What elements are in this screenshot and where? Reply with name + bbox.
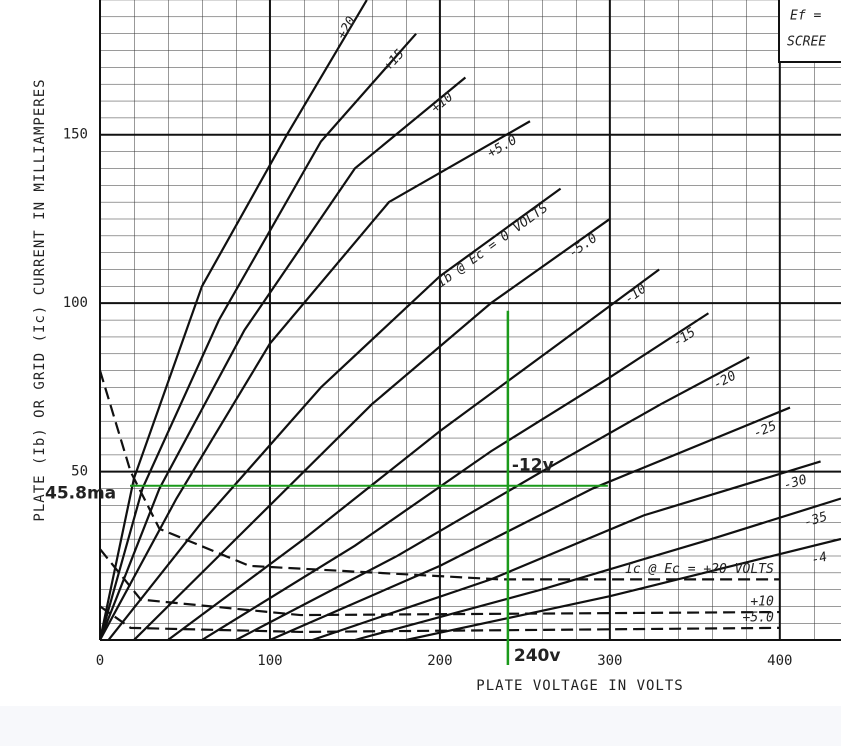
x-axis-title: PLATE VOLTAGE IN VOLTS [476,678,683,694]
corner-text: Ef = [790,9,821,24]
curve [201,312,710,641]
corner-box [778,0,841,63]
curve [354,497,841,642]
x-tick-label: 300 [597,653,622,669]
curve [98,32,417,641]
x-tick-label: 0 [96,653,104,669]
curve-label: -30 [782,472,809,493]
curve [99,120,531,641]
curve [133,218,611,641]
y-tick-label: 100 [63,295,88,311]
curve [269,406,791,642]
curve [98,76,467,641]
x-tick-label: 400 [767,653,792,669]
x-tick-label: 100 [257,653,282,669]
curve [405,537,841,642]
curve [167,268,660,641]
x-tick-label: 200 [427,653,452,669]
footer-band [0,706,841,746]
curve-label: -35 [802,509,829,530]
y-axis-title: PLATE (Ib) OR GRID (Ic) CURRENT IN MILLI… [32,78,48,521]
curve-label: -4 [810,550,829,568]
curve-label: +10 [750,595,774,610]
marker-label: 240v [514,646,561,666]
curve [235,356,750,641]
marker-label: 45.8ma [45,484,116,504]
y-tick-label: 150 [63,127,88,143]
curve [99,548,780,617]
curve [107,187,562,641]
curve [99,605,780,634]
curve-label: Ic @ Ec = +20 VOLTS [625,562,774,577]
curve [98,370,780,581]
curve [98,0,368,641]
curve-label: +5.0 [743,610,774,625]
y-tick-label: 50 [71,464,88,480]
annotation: -12v [512,456,554,476]
corner-text: SCREE [787,35,826,50]
curve [312,460,821,642]
